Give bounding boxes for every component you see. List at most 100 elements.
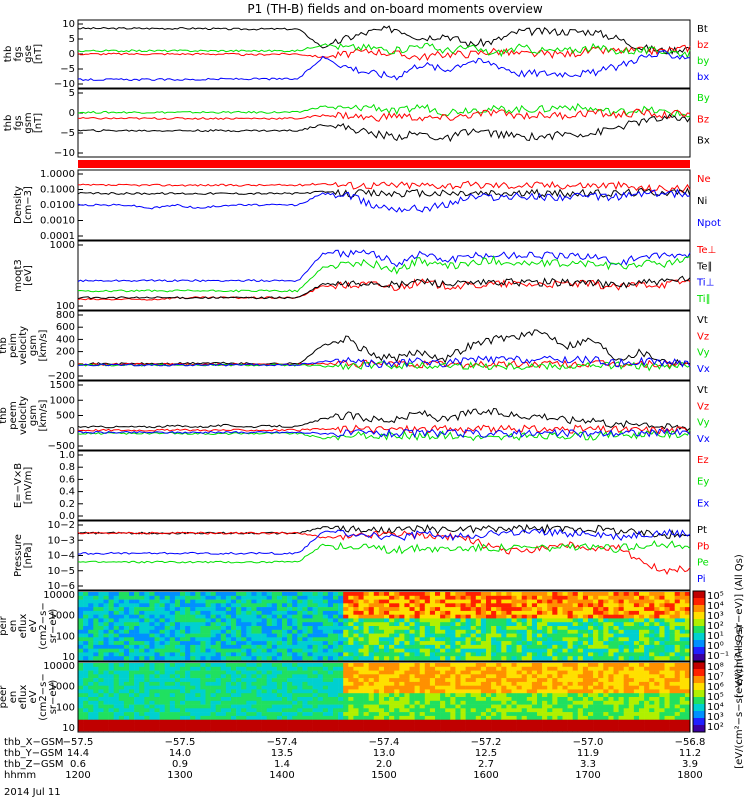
spectrogram-cell	[195, 666, 201, 671]
spectrogram-cell	[236, 656, 242, 661]
spectrogram-cell	[378, 700, 385, 705]
spectrogram-cell	[108, 727, 114, 732]
spectrogram-cell	[373, 648, 380, 653]
spectrogram-cell	[378, 618, 385, 623]
spectrogram-cell	[292, 689, 298, 694]
spectrogram-cell	[384, 727, 390, 732]
spectrogram-cell	[159, 663, 165, 668]
spectrogram-cell	[103, 641, 109, 646]
spectrogram-cell	[378, 727, 385, 732]
spectrogram-cell	[358, 607, 364, 612]
spectrogram-cell	[639, 626, 645, 631]
spectrogram-cell	[307, 644, 313, 649]
spectrogram-cell	[159, 689, 165, 694]
spectrogram-cell	[475, 607, 482, 612]
spectrogram-cell	[287, 603, 293, 608]
spectrogram-cell	[475, 685, 482, 690]
spectrogram-cell	[679, 689, 686, 694]
spectrogram-cell	[404, 685, 410, 690]
spectrogram-cell	[348, 712, 354, 717]
spectrogram-cell	[302, 614, 308, 619]
spectrogram-cell	[608, 719, 614, 724]
spectrogram-cell	[282, 603, 288, 608]
spectrogram-cell	[220, 626, 227, 631]
spectrogram-cell	[88, 648, 94, 653]
spectrogram-cell	[292, 610, 298, 615]
spectrogram-cell	[384, 614, 390, 619]
spectrogram-cell	[103, 622, 109, 627]
spectrogram-cell	[664, 681, 670, 686]
spectrogram-cell	[491, 599, 497, 604]
spectrogram-cell	[389, 592, 395, 597]
spectrogram-cell	[368, 704, 375, 709]
spectrogram-cell	[491, 666, 497, 671]
spectrogram-cell	[460, 715, 466, 720]
ytick-label: 10	[62, 652, 75, 663]
ytick-label: 0.8	[59, 462, 75, 473]
spectrogram-cell	[195, 723, 201, 728]
spectrogram-cell	[445, 648, 451, 653]
spectrogram-cell	[287, 599, 293, 604]
spectrogram-cell	[501, 727, 507, 732]
spectrogram-cell	[348, 678, 354, 683]
spectrogram-cell	[373, 697, 380, 702]
spectrogram-cell	[333, 715, 339, 720]
ytick-label: 0.4	[59, 487, 75, 498]
spectrogram-cell	[409, 697, 415, 702]
spectrogram-cell	[542, 644, 548, 649]
spectrogram-cell	[389, 599, 395, 604]
spectrogram-cell	[343, 674, 349, 679]
spectrogram-cell	[282, 708, 288, 713]
spectrogram-cell	[312, 685, 318, 690]
spectrogram-cell	[338, 723, 344, 728]
spectrogram-cell	[633, 648, 640, 653]
spectrogram-cell	[200, 641, 206, 646]
spectrogram-cell	[302, 610, 308, 615]
spectrogram-cell	[368, 599, 375, 604]
spectrogram-cell	[537, 641, 543, 646]
spectrogram-cell	[562, 599, 568, 604]
spectrogram-cell	[134, 678, 140, 683]
spectrogram-cell	[649, 681, 655, 686]
spectrogram-cell	[491, 719, 497, 724]
spectrogram-cell	[236, 618, 242, 623]
spectrogram-cell	[231, 681, 237, 686]
spectrogram-cell	[271, 723, 278, 728]
spectrogram-cell	[521, 704, 528, 709]
spectrogram-cell	[83, 712, 89, 717]
spectrogram-cell	[547, 712, 553, 717]
spectrogram-cell	[103, 689, 109, 694]
spectrogram-cell	[639, 648, 645, 653]
spectrogram-cell	[139, 704, 145, 709]
spectrogram-cell	[358, 614, 364, 619]
spectrogram-cell	[322, 727, 329, 732]
spectrogram-cell	[598, 704, 604, 709]
spectrogram-cell	[246, 715, 252, 720]
spectrogram-cell	[220, 719, 227, 724]
spectrogram-cell	[103, 618, 109, 623]
spectrogram-cell	[88, 637, 94, 642]
spectrogram-cell	[506, 663, 512, 668]
spectrogram-cell	[256, 614, 262, 619]
spectrogram-cell	[409, 610, 415, 615]
spectrogram-cell	[144, 652, 150, 657]
spectrogram-cell	[506, 708, 512, 713]
spectrogram-cell	[302, 592, 308, 597]
spectrogram-cell	[129, 652, 135, 657]
spectrogram-cell	[271, 618, 278, 623]
spectrogram-cell	[282, 678, 288, 683]
xtick-label: 14.0	[169, 748, 191, 759]
spectrogram-cell	[557, 712, 563, 717]
spectrogram-cell	[669, 637, 675, 642]
spectrogram-cell	[378, 712, 385, 717]
spectrogram-cell	[679, 681, 686, 686]
spectrogram-cell	[572, 626, 579, 631]
spectrogram-cell	[139, 595, 145, 600]
spectrogram-cell	[282, 592, 288, 597]
spectrogram-cell	[205, 681, 211, 686]
spectrogram-cell	[220, 727, 227, 732]
spectrogram-cell	[118, 603, 125, 608]
xtick-label: 1700	[575, 770, 600, 781]
spectrogram-cell	[225, 704, 232, 709]
spectrogram-cell	[169, 697, 176, 702]
